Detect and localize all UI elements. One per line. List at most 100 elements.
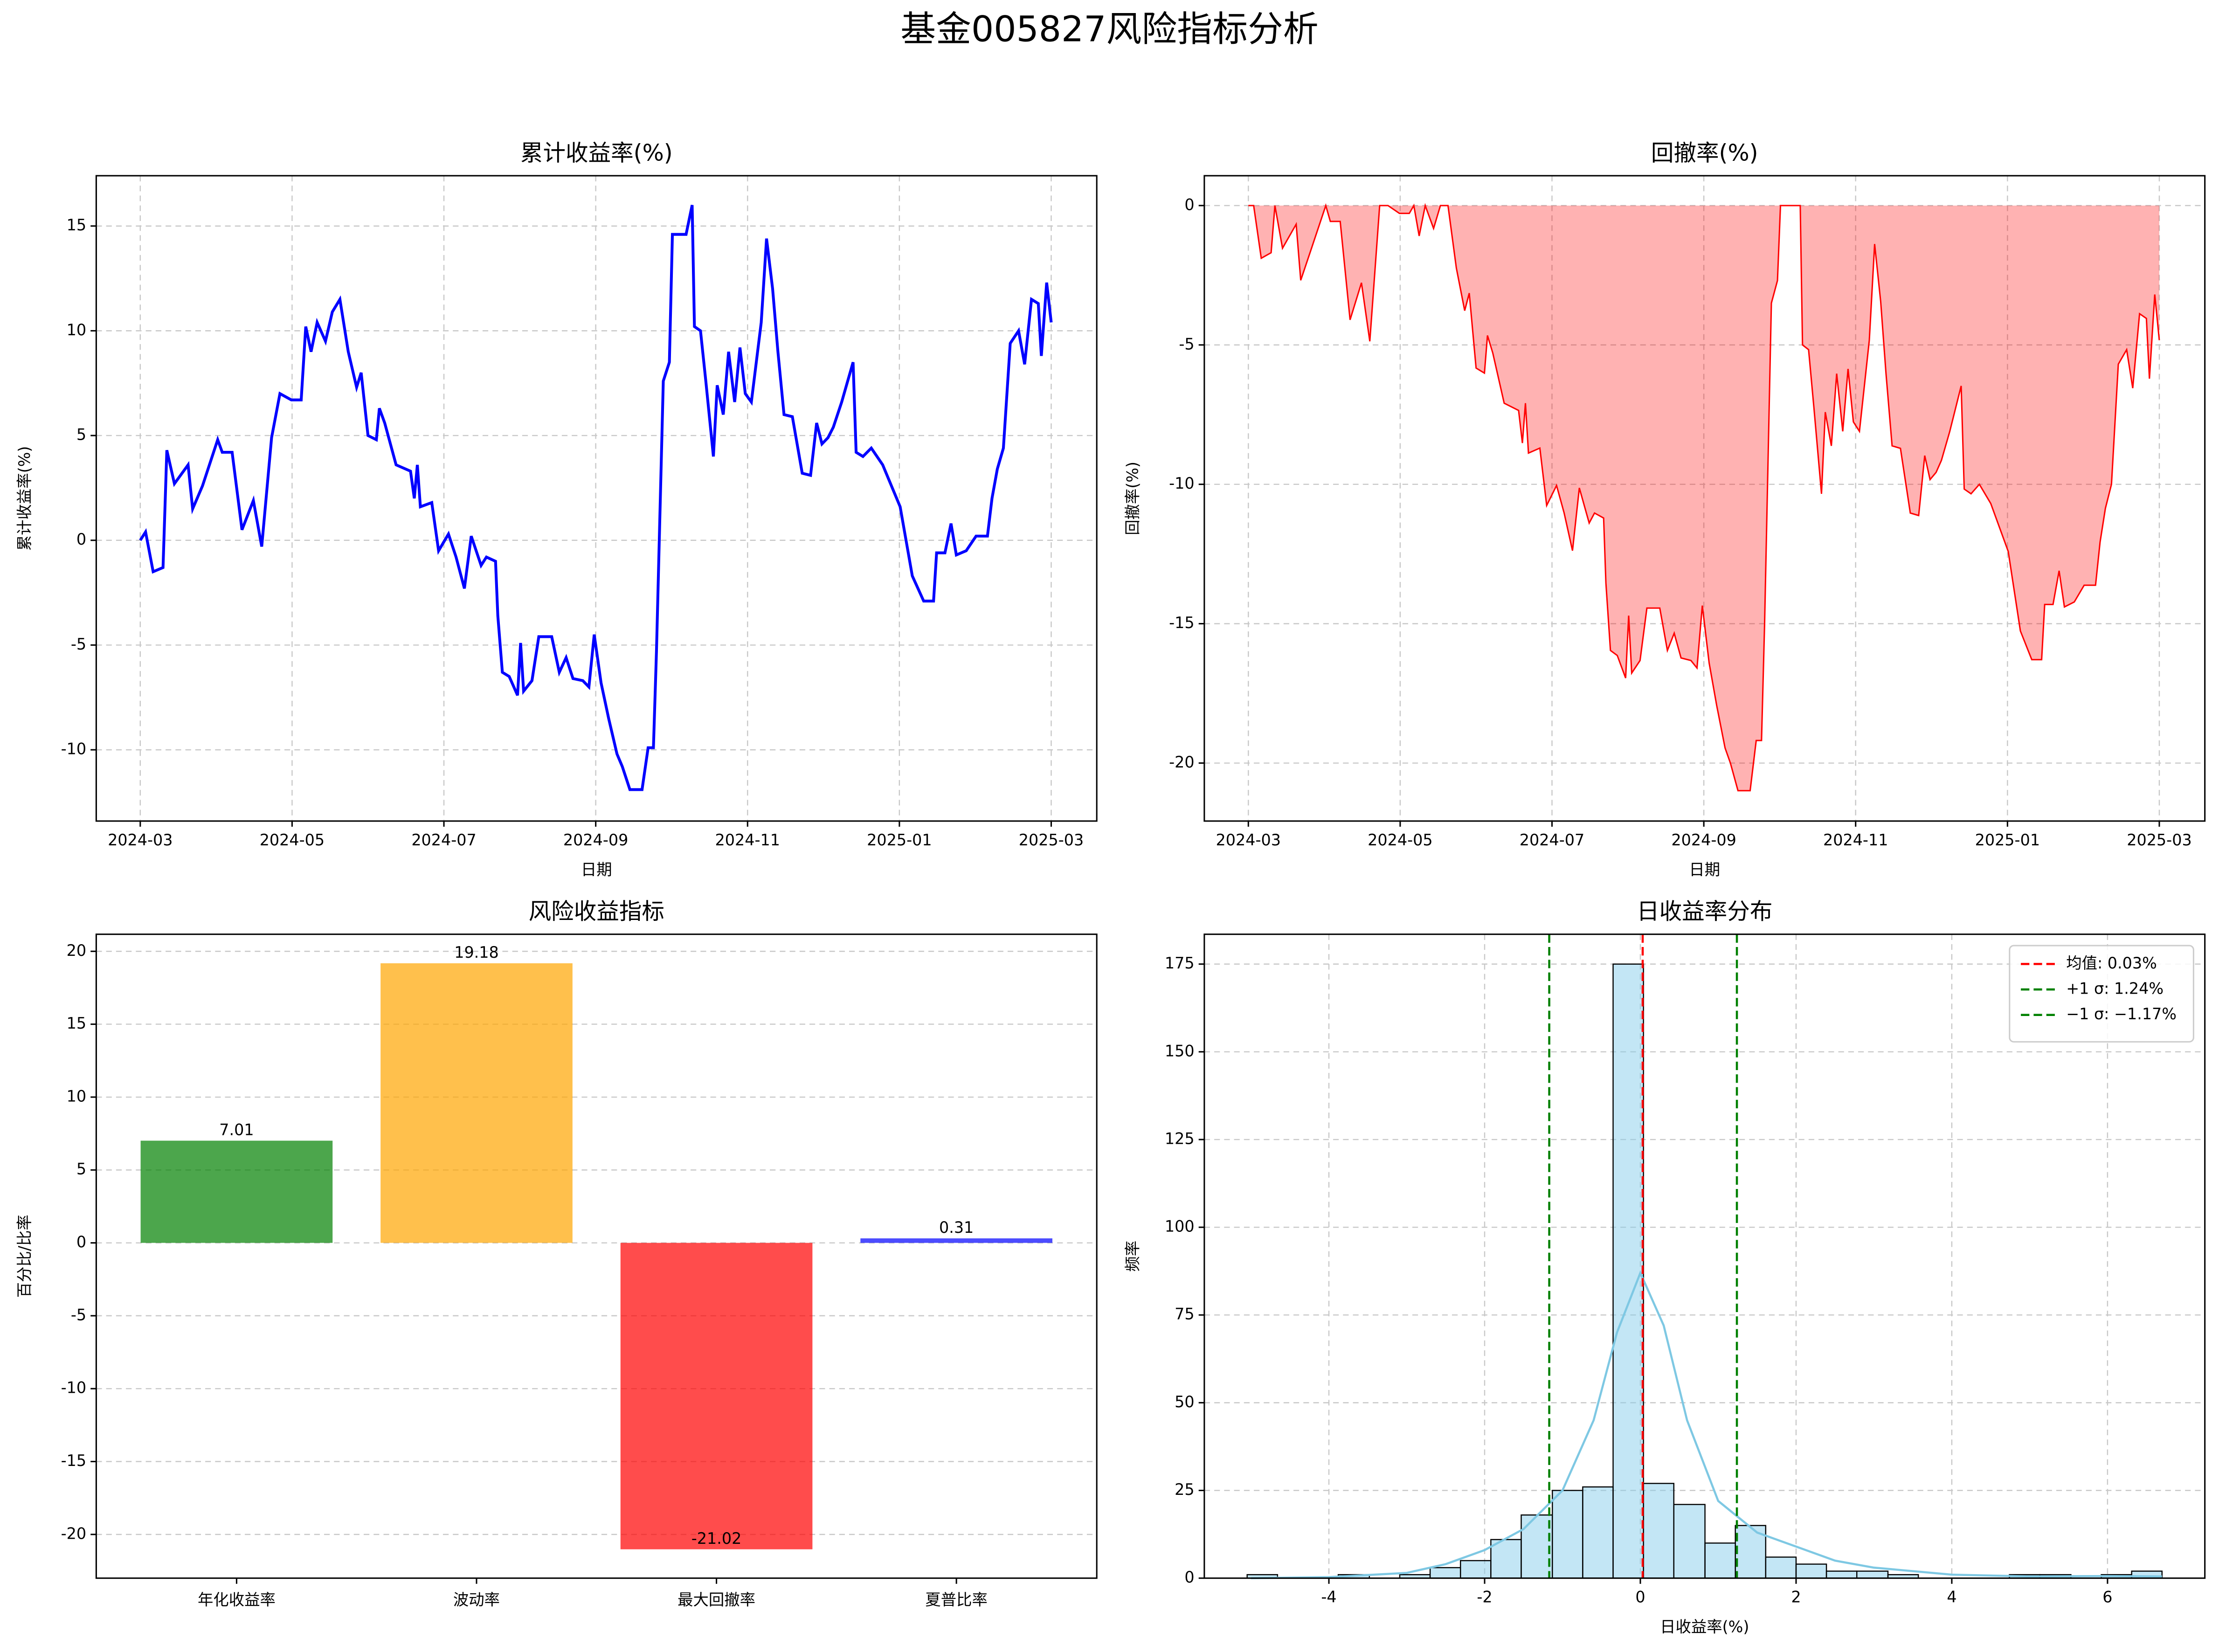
bar (380, 963, 573, 1243)
line (1248, 203, 2160, 792)
histogram-bar (1552, 1490, 1583, 1579)
y-tick-label: 25 (1175, 1480, 1194, 1499)
y-tick-label: 150 (1165, 1042, 1195, 1060)
plot-frame (95, 933, 1098, 1579)
x-tick-label: 2024-03 (108, 831, 173, 849)
y-tick-label: -5 (71, 1306, 86, 1324)
bar (620, 1243, 813, 1549)
y-tick-label: 100 (1165, 1217, 1195, 1236)
plot-frame (95, 175, 1098, 822)
y-tick-label: 0 (76, 1233, 86, 1251)
histogram-bar (1856, 1570, 1889, 1579)
bar (140, 1141, 333, 1243)
x-tick-label: 2024-11 (715, 831, 780, 849)
histogram-bar (1825, 1570, 1858, 1579)
y-tick-label: 10 (67, 321, 86, 339)
x-tick-label: 年化收益率 (198, 1591, 276, 1609)
chart-title: 风险收益指标 (529, 899, 664, 925)
figure-title: 基金005827风险指标分析 (900, 8, 1318, 49)
bar-value-label: -21.02 (691, 1529, 742, 1548)
chart-title: 日收益率分布 (1637, 899, 1772, 925)
histogram-bar (1643, 1483, 1675, 1579)
x-tick-label: 2025-03 (1019, 831, 1084, 849)
y-tick-label: -5 (1179, 335, 1194, 353)
y-axis-label: 累计收益率(%) (15, 446, 34, 551)
y-tick-label: -15 (1169, 614, 1195, 632)
y-tick-label: -20 (61, 1524, 87, 1542)
line (139, 205, 1053, 791)
y-tick-label: 0 (76, 530, 86, 548)
y-tick-label: 0 (1184, 1568, 1194, 1586)
chart-title: 累计收益率(%) (520, 140, 673, 166)
y-tick-label: 5 (76, 1160, 86, 1178)
histogram-bar (1429, 1567, 1461, 1579)
histogram-bar (1460, 1560, 1492, 1579)
x-tick-label: 2024-05 (1368, 831, 1432, 849)
y-tick-label: 50 (1175, 1393, 1194, 1411)
x-axis-label: 日收益率(%) (1660, 1617, 1749, 1636)
x-tick-label: 2024-05 (260, 831, 325, 849)
x-tick-label: 2025-01 (867, 831, 932, 849)
histogram-bar (1765, 1556, 1797, 1579)
y-tick-label: 0 (1184, 195, 1194, 214)
bar (860, 1238, 1052, 1243)
histogram-bar (1673, 1504, 1706, 1579)
plot-frame (1203, 175, 2206, 822)
histogram-bar (1582, 1486, 1614, 1579)
x-tick-label: 4 (1947, 1588, 1956, 1606)
x-tick-label: 2024-09 (563, 831, 628, 849)
x-tick-label: 夏普比率 (925, 1591, 988, 1609)
y-tick-label: -20 (1169, 753, 1195, 771)
x-tick-label: 0 (1635, 1588, 1645, 1606)
legend-label: −1 σ: −1.17% (2066, 1005, 2177, 1023)
y-tick-label: 20 (67, 941, 86, 960)
y-tick-label: -15 (61, 1452, 87, 1470)
x-tick-label: 2024-07 (411, 831, 476, 849)
y-tick-label: -5 (71, 635, 86, 653)
y-tick-label: -10 (61, 740, 87, 758)
x-tick-label: 2025-03 (2127, 831, 2191, 849)
y-tick-label: 10 (67, 1087, 86, 1105)
y-tick-label: -10 (1169, 474, 1195, 492)
plot-frame (1203, 933, 2206, 1579)
y-tick-label: 175 (1165, 954, 1195, 972)
bar-value-label: 0.31 (939, 1218, 974, 1237)
x-tick-label: 2024-11 (1823, 831, 1888, 849)
legend-label: +1 σ: 1.24% (2066, 980, 2164, 998)
y-tick-label: 125 (1165, 1129, 1195, 1147)
legend-label: 均值: 0.03% (2066, 954, 2157, 972)
y-tick-label: 15 (67, 216, 86, 234)
x-tick-label: -4 (1321, 1588, 1336, 1606)
x-tick-label: -2 (1477, 1588, 1492, 1606)
y-axis-label: 频率 (1124, 1241, 1142, 1272)
y-axis-label: 百分比/比率 (15, 1215, 34, 1298)
x-tick-label: 6 (2102, 1588, 2112, 1606)
x-tick-label: 波动率 (453, 1591, 500, 1609)
chart-title: 回撤率(%) (1651, 140, 1758, 166)
histogram-bar (1795, 1563, 1827, 1579)
area (1248, 205, 2159, 791)
histogram-bar (1521, 1514, 1553, 1579)
x-tick-label: 2024-07 (1520, 831, 1584, 849)
y-tick-label: 15 (67, 1014, 86, 1032)
legend (2009, 945, 2194, 1043)
bar-value-label: 7.01 (219, 1121, 254, 1139)
x-tick-label: 2024-09 (1671, 831, 1736, 849)
x-tick-label: 最大回撤率 (677, 1591, 755, 1609)
x-axis-label: 日期 (581, 861, 612, 879)
y-tick-label: -10 (61, 1379, 87, 1397)
bar-value-label: 19.18 (454, 943, 499, 961)
density-curve (1251, 1270, 2162, 1579)
x-tick-label: 2 (1791, 1588, 1801, 1606)
y-tick-label: 75 (1175, 1305, 1194, 1323)
x-tick-label: 2024-03 (1216, 831, 1281, 849)
x-tick-label: 2025-01 (1975, 831, 2040, 849)
x-axis-label: 日期 (1689, 861, 1720, 879)
y-axis-label: 回撤率(%) (1124, 462, 1142, 535)
histogram-bar (1612, 963, 1644, 1579)
y-tick-label: 5 (76, 426, 86, 444)
histogram-bar (1704, 1542, 1736, 1579)
